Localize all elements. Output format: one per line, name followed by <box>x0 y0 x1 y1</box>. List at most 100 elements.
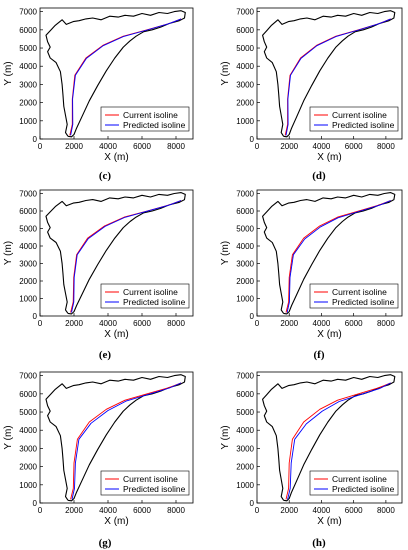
y-tick-label: 2000 <box>19 277 37 286</box>
y-axis-label: Y (m) <box>220 61 231 85</box>
y-tick-label: 6000 <box>19 26 37 35</box>
x-tick-label: 2000 <box>65 142 83 151</box>
x-axis-label: X (m) <box>317 329 341 340</box>
panel-label: (e) <box>99 349 112 361</box>
legend-label: Predicted isoline <box>332 297 395 307</box>
x-tick-label: 4000 <box>99 319 117 328</box>
x-tick-label: 8000 <box>167 506 185 515</box>
y-tick-label: 1000 <box>19 117 37 126</box>
y-tick-label: 1000 <box>19 295 37 304</box>
panel-f: (f) 0 2000 4000 6000 8000 0 1000 2000 3000 4000 50… <box>220 190 403 361</box>
series-line-predicted <box>71 382 182 500</box>
boundary-outline <box>45 192 186 315</box>
y-tick-label: 0 <box>250 135 255 144</box>
panel-label: (h) <box>312 537 326 549</box>
y-tick-label: 2000 <box>236 277 254 286</box>
legend-label: Predicted isoline <box>123 484 186 494</box>
legend-label: Predicted isoline <box>123 120 186 130</box>
legend-box <box>100 283 190 309</box>
x-axis-label: X (m) <box>104 516 128 527</box>
y-axis-label: Y (m) <box>3 425 14 449</box>
panel-c: (c) 0 2000 4000 6000 8000 0 1000 2000 3000 4000 50… <box>3 7 194 182</box>
y-tick-label: 5000 <box>19 408 37 417</box>
legend-label: Predicted isoline <box>332 484 395 494</box>
y-tick-label: 0 <box>250 312 255 321</box>
series-line-predicted <box>285 18 391 136</box>
x-tick-label: 2000 <box>280 142 298 151</box>
y-axis-label: Y (m) <box>220 425 231 449</box>
legend-box <box>309 106 399 132</box>
legend-label: Current isoline <box>123 474 178 484</box>
x-tick-label: 0 <box>255 506 260 515</box>
y-tick-label: 1000 <box>236 481 254 490</box>
y-tick-label: 5000 <box>19 225 37 234</box>
legend-label: Current isoline <box>332 287 387 297</box>
panel-label: (c) <box>99 170 112 182</box>
y-tick-label: 1000 <box>236 295 254 304</box>
y-tick-label: 5000 <box>236 44 254 53</box>
x-tick-label: 0 <box>38 319 43 328</box>
boundary-outline <box>45 10 186 138</box>
y-tick-label: 2000 <box>19 463 37 472</box>
legend-label: Current isoline <box>123 110 178 120</box>
x-tick-label: 2000 <box>65 319 83 328</box>
boundary-outline <box>262 374 396 502</box>
legend-label: Current isoline <box>123 287 178 297</box>
x-tick-label: 6000 <box>345 506 363 515</box>
y-tick-label: 7000 <box>236 8 254 17</box>
y-tick-label: 7000 <box>236 190 254 199</box>
x-tick-label: 0 <box>255 142 260 151</box>
x-tick-label: 6000 <box>345 319 363 328</box>
y-tick-label: 0 <box>33 499 38 508</box>
legend-box <box>309 283 399 309</box>
panel-h: (h) 0 2000 4000 6000 8000 0 1000 2000 3000 4000 50… <box>220 371 403 549</box>
legend-label: Predicted isoline <box>332 120 395 130</box>
y-tick-label: 0 <box>33 312 38 321</box>
y-tick-label: 6000 <box>19 390 37 399</box>
x-tick-label: 2000 <box>65 506 83 515</box>
x-tick-label: 4000 <box>313 142 331 151</box>
panel-e: (e) 0 2000 4000 6000 8000 0 1000 2000 3000 4000 50… <box>3 190 194 361</box>
y-tick-label: 3000 <box>236 444 254 453</box>
series-line-predicted <box>286 200 391 313</box>
series-line-predicted <box>71 200 182 313</box>
legend-box <box>309 470 399 496</box>
panel-label: (d) <box>312 170 326 182</box>
y-tick-label: 7000 <box>19 8 37 17</box>
y-tick-label: 4000 <box>236 62 254 71</box>
y-tick-label: 7000 <box>19 372 37 381</box>
x-tick-label: 8000 <box>377 142 395 151</box>
y-tick-label: 3000 <box>19 444 37 453</box>
x-tick-label: 6000 <box>345 142 363 151</box>
boundary-outline <box>262 10 396 138</box>
x-tick-label: 6000 <box>133 319 151 328</box>
panel-g: (g) 0 2000 4000 6000 8000 0 1000 2000 3000 4000 50… <box>3 371 194 549</box>
x-axis-label: X (m) <box>317 152 341 163</box>
y-axis-label: Y (m) <box>220 241 231 265</box>
y-tick-label: 4000 <box>19 62 37 71</box>
x-axis-label: X (m) <box>104 152 128 163</box>
x-tick-label: 6000 <box>133 506 151 515</box>
y-tick-label: 0 <box>33 135 38 144</box>
x-tick-label: 8000 <box>167 319 185 328</box>
x-tick-label: 8000 <box>377 506 395 515</box>
series-line-current <box>285 382 391 500</box>
y-tick-label: 1000 <box>19 481 37 490</box>
legend-box <box>100 470 190 496</box>
legend-label: Predicted isoline <box>123 297 186 307</box>
y-tick-label: 3000 <box>236 80 254 89</box>
y-tick-label: 2000 <box>236 99 254 108</box>
x-tick-label: 0 <box>255 319 260 328</box>
y-tick-label: 4000 <box>236 426 254 435</box>
y-tick-label: 5000 <box>236 225 254 234</box>
y-tick-label: 2000 <box>236 463 254 472</box>
x-axis-label: X (m) <box>317 516 341 527</box>
x-tick-label: 8000 <box>377 319 395 328</box>
y-tick-label: 5000 <box>19 44 37 53</box>
panel-label: (g) <box>99 537 112 549</box>
y-tick-label: 6000 <box>236 26 254 35</box>
legend-label: Current isoline <box>332 474 387 484</box>
y-axis-label: Y (m) <box>3 241 14 265</box>
y-tick-label: 5000 <box>236 408 254 417</box>
